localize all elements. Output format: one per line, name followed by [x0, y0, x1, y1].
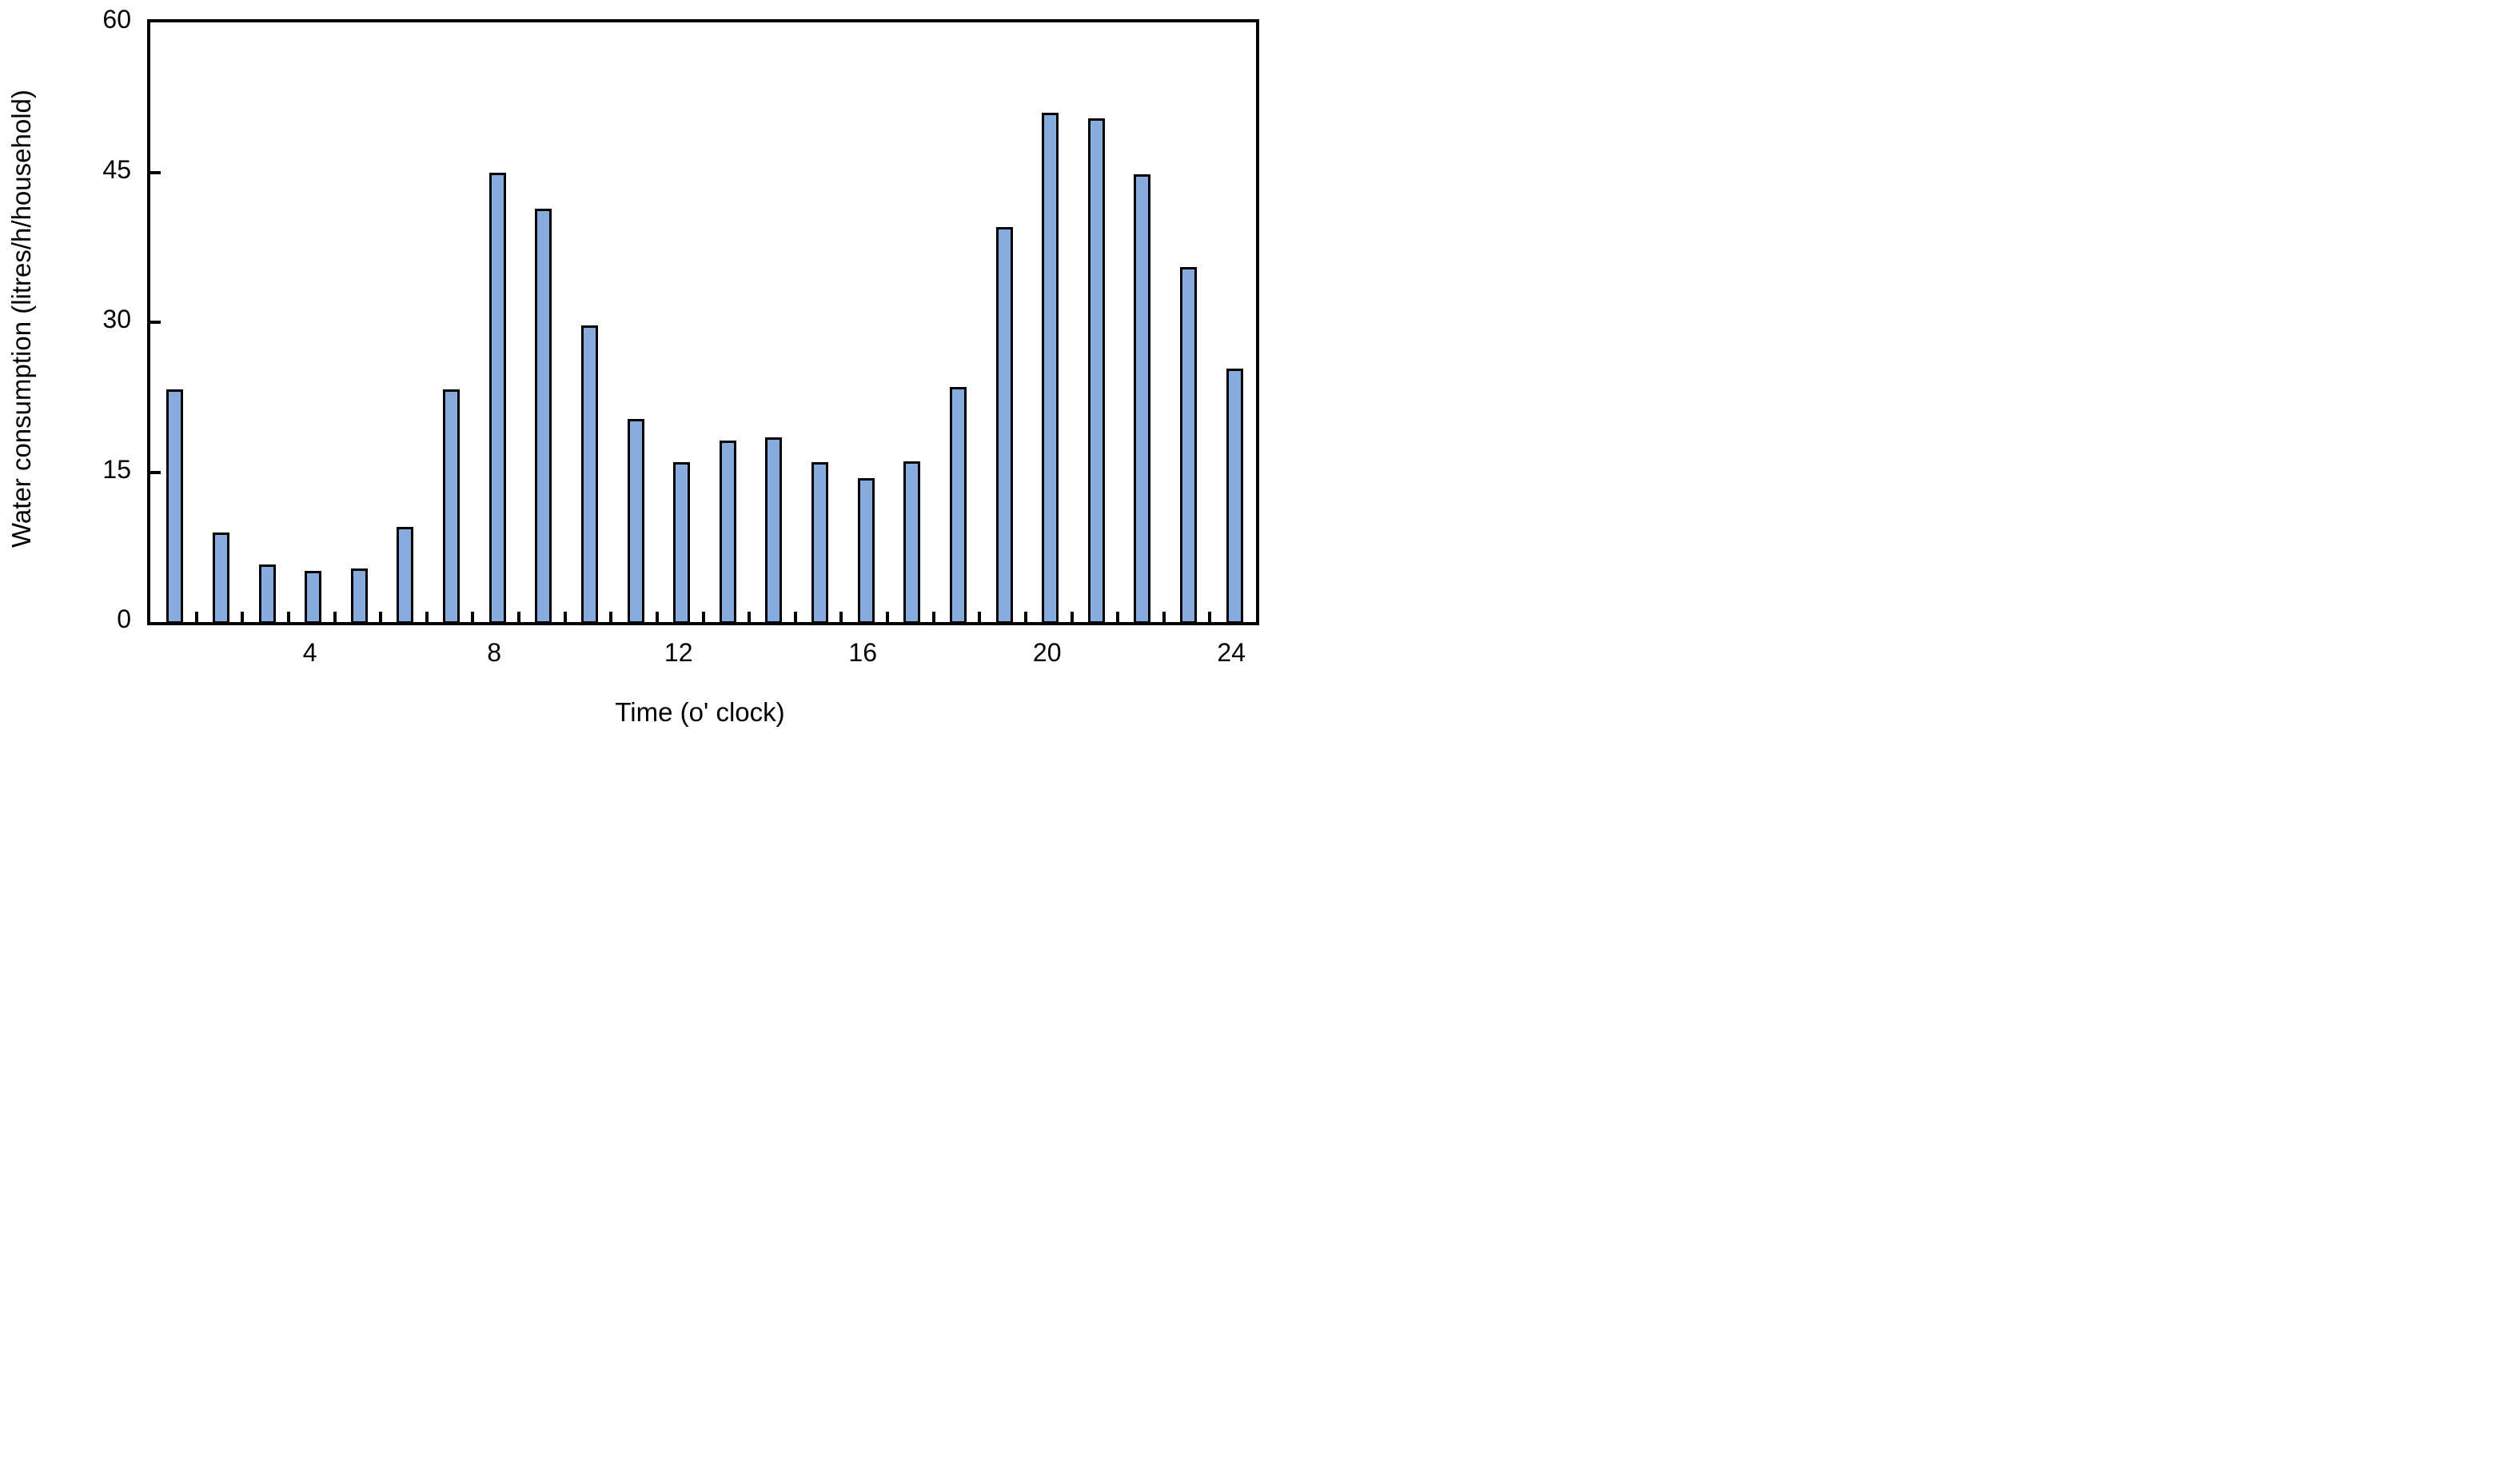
x-axis-tick — [978, 612, 982, 622]
bar-hour-15 — [811, 462, 829, 624]
bar-hour-9 — [535, 208, 552, 624]
y-tick-label-30: 30 — [102, 305, 131, 333]
bar-hour-24 — [1226, 368, 1243, 624]
y-axis-tick-15 — [150, 470, 161, 474]
water-consumption-bar-chart: Water consumption (litres/h/household) T… — [0, 0, 1260, 742]
bar-hour-2 — [212, 532, 229, 624]
x-axis-tick — [1208, 612, 1212, 622]
x-tick-label-16: 16 — [848, 638, 877, 667]
x-axis-tick — [793, 612, 797, 622]
y-tick-label-0: 0 — [117, 604, 131, 633]
x-axis-tick — [655, 612, 659, 622]
y-tick-label-45: 45 — [102, 154, 131, 184]
bar-hour-3 — [258, 564, 276, 624]
x-axis-tick — [886, 612, 889, 622]
x-axis-title: Time (o' clock) — [615, 697, 785, 727]
y-axis-tick-45 — [150, 170, 161, 174]
bar-hour-23 — [1180, 267, 1198, 624]
x-axis-tick — [379, 612, 383, 622]
x-axis-tick — [517, 612, 520, 622]
bar-hour-22 — [1134, 174, 1151, 624]
bar-hour-16 — [857, 478, 875, 624]
x-axis-tick — [241, 612, 245, 622]
x-axis-tick — [1023, 612, 1027, 622]
bar-hour-5 — [350, 568, 368, 624]
x-axis-tick — [931, 612, 935, 622]
x-axis-tick — [1070, 612, 1074, 622]
x-axis-tick — [1116, 612, 1120, 622]
bar-hour-6 — [397, 527, 414, 624]
x-tick-label-4: 4 — [302, 638, 317, 667]
bar-hour-12 — [673, 462, 691, 624]
bar-hour-17 — [903, 461, 921, 624]
bar-hour-13 — [719, 440, 736, 624]
x-axis-tick — [748, 612, 752, 622]
bar-hour-14 — [765, 437, 783, 624]
bar-hour-19 — [995, 227, 1013, 624]
bar-hour-1 — [166, 389, 184, 624]
x-axis-tick — [425, 612, 429, 622]
bar-hour-4 — [305, 571, 322, 624]
x-axis-tick — [839, 612, 843, 622]
plot-area — [147, 19, 1259, 625]
x-axis-tick — [609, 612, 613, 622]
x-axis-tick — [286, 612, 290, 622]
bar-hour-7 — [443, 389, 461, 624]
x-axis-tick — [701, 612, 705, 622]
bar-hour-21 — [1087, 118, 1105, 624]
bar-hour-18 — [949, 387, 967, 624]
bar-hour-20 — [1042, 112, 1059, 624]
bar-hour-8 — [488, 172, 506, 624]
y-tick-label-15: 15 — [102, 454, 131, 484]
y-axis-tick-30 — [150, 321, 161, 324]
x-tick-label-24: 24 — [1217, 638, 1246, 667]
x-tick-label-12: 12 — [664, 638, 693, 667]
x-tick-label-8: 8 — [487, 638, 502, 667]
x-tick-label-20: 20 — [1032, 638, 1062, 667]
x-axis-tick — [563, 612, 567, 622]
x-axis-tick — [1162, 612, 1166, 622]
x-axis-tick — [333, 612, 337, 622]
y-tick-label-60: 60 — [102, 5, 131, 34]
x-axis-tick — [194, 612, 198, 622]
x-axis-tick — [471, 612, 475, 622]
bar-hour-11 — [627, 419, 644, 624]
bar-hour-10 — [580, 325, 598, 624]
y-axis-title: Water consumption (litres/h/household) — [6, 90, 36, 549]
